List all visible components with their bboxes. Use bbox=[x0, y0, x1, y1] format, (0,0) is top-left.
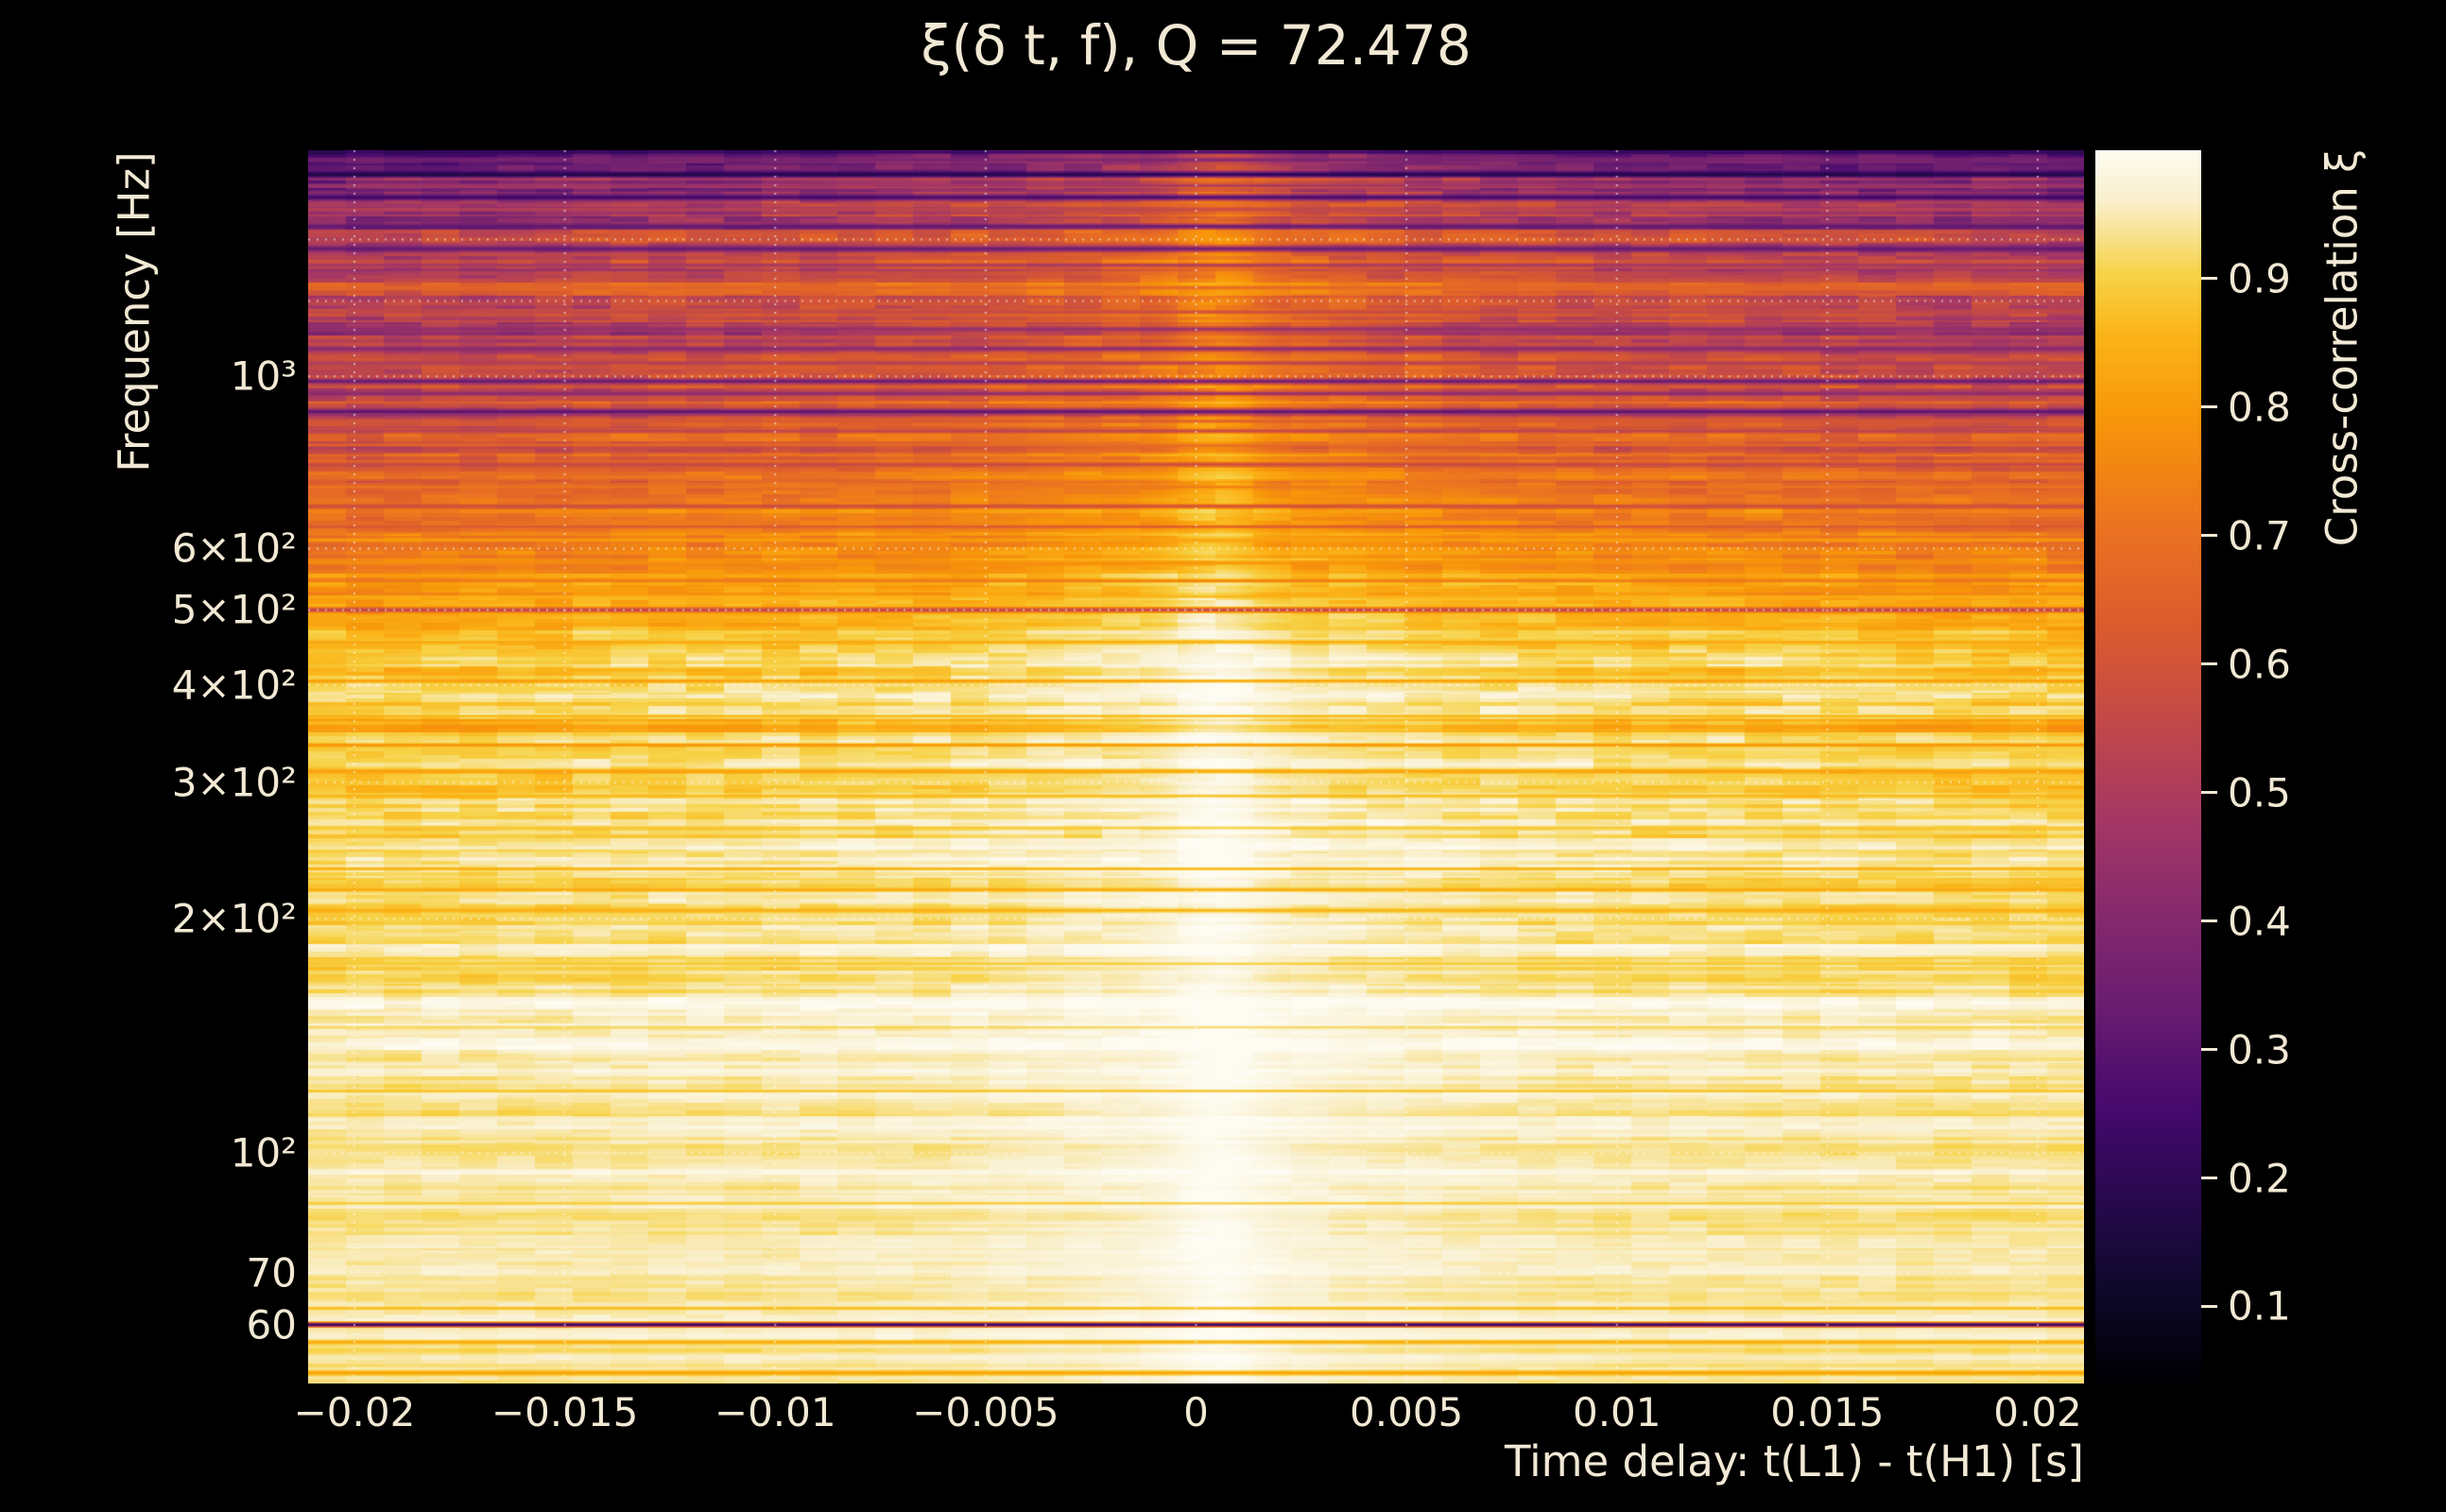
colorbar-tick-label: 0.7 bbox=[2228, 512, 2291, 559]
colorbar-label: Cross-correlation ξ bbox=[2317, 148, 2368, 547]
y-tick-label: 5×10² bbox=[171, 586, 297, 633]
colorbar-tick-mark bbox=[2201, 662, 2217, 666]
chart-title: ξ(δ t, f), Q = 72.478 bbox=[921, 13, 1472, 77]
colorbar-tick-label: 0.6 bbox=[2228, 641, 2291, 688]
y-tick-label: 10³ bbox=[230, 352, 297, 400]
x-tick-label: 0.005 bbox=[1350, 1389, 1464, 1435]
colorbar-tick-label: 0.8 bbox=[2228, 384, 2291, 431]
x-tick-label: 0 bbox=[1183, 1389, 1209, 1435]
x-tick-label: −0.01 bbox=[714, 1389, 836, 1435]
y-tick-label: 6×10² bbox=[171, 524, 297, 572]
x-tick-label: 0.02 bbox=[1993, 1389, 2082, 1435]
y-tick-label: 60 bbox=[246, 1301, 297, 1349]
y-tick-label: 2×10² bbox=[171, 895, 297, 942]
colorbar-tick-label: 0.1 bbox=[2228, 1282, 2291, 1330]
x-tick-label: −0.015 bbox=[491, 1389, 639, 1435]
y-tick-label: 4×10² bbox=[171, 662, 297, 709]
colorbar-tick-label: 0.5 bbox=[2228, 769, 2291, 816]
colorbar-tick-mark bbox=[2201, 277, 2217, 281]
colorbar-tick-label: 0.2 bbox=[2228, 1155, 2291, 1201]
colorbar-tick-mark bbox=[2201, 919, 2217, 923]
colorbar-tick-mark bbox=[2201, 534, 2217, 538]
x-tick-label: 0.01 bbox=[1572, 1389, 1662, 1435]
colorbar-tick-label: 0.9 bbox=[2228, 255, 2291, 302]
colorbar-tick-mark bbox=[2201, 1177, 2217, 1179]
y-tick-label: 10² bbox=[230, 1129, 297, 1177]
y-tick-label: 70 bbox=[246, 1249, 297, 1297]
y-tick-label: 3×10² bbox=[171, 759, 297, 806]
x-tick-label: 0.015 bbox=[1770, 1389, 1885, 1435]
x-tick-label: −0.005 bbox=[912, 1389, 1059, 1435]
x-tick-label: −0.02 bbox=[293, 1389, 416, 1435]
colorbar-tick-mark bbox=[2201, 1304, 2217, 1308]
colorbar-tick-mark bbox=[2201, 1048, 2217, 1052]
colorbar-tick-label: 0.3 bbox=[2228, 1026, 2291, 1074]
colorbar-tick-label: 0.4 bbox=[2228, 898, 2291, 945]
heatmap-canvas bbox=[308, 150, 2084, 1383]
y-axis-label: Frequency [Hz] bbox=[109, 151, 160, 472]
colorbar-canvas bbox=[2095, 150, 2201, 1383]
x-axis-label: Time delay: t(L1) - t(H1) [s] bbox=[1505, 1436, 2084, 1486]
colorbar-tick-mark bbox=[2201, 791, 2217, 795]
colorbar-tick-mark bbox=[2201, 405, 2217, 409]
